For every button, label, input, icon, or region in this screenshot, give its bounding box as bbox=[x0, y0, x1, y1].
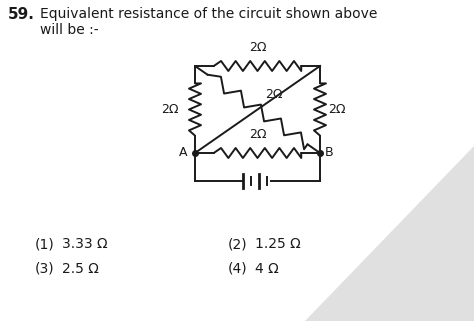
Text: 2Ω: 2Ω bbox=[249, 41, 266, 54]
Text: (1): (1) bbox=[35, 237, 55, 251]
Text: 2Ω: 2Ω bbox=[249, 128, 266, 141]
Text: will be :-: will be :- bbox=[40, 23, 99, 37]
Text: 4 Ω: 4 Ω bbox=[255, 262, 279, 276]
Text: 2.5 Ω: 2.5 Ω bbox=[62, 262, 99, 276]
Text: Equivalent resistance of the circuit shown above: Equivalent resistance of the circuit sho… bbox=[40, 7, 377, 21]
Text: 2Ω: 2Ω bbox=[328, 103, 346, 116]
Text: 1.25 Ω: 1.25 Ω bbox=[255, 237, 301, 251]
Text: 2Ω: 2Ω bbox=[162, 103, 179, 116]
Text: (2): (2) bbox=[228, 237, 247, 251]
Text: (4): (4) bbox=[228, 262, 247, 276]
Text: B: B bbox=[325, 146, 334, 160]
Text: 59.: 59. bbox=[8, 7, 35, 22]
Polygon shape bbox=[305, 146, 474, 321]
Text: 2Ω: 2Ω bbox=[265, 89, 283, 101]
Text: 3.33 Ω: 3.33 Ω bbox=[62, 237, 108, 251]
Text: A: A bbox=[179, 146, 187, 160]
Text: (3): (3) bbox=[35, 262, 55, 276]
